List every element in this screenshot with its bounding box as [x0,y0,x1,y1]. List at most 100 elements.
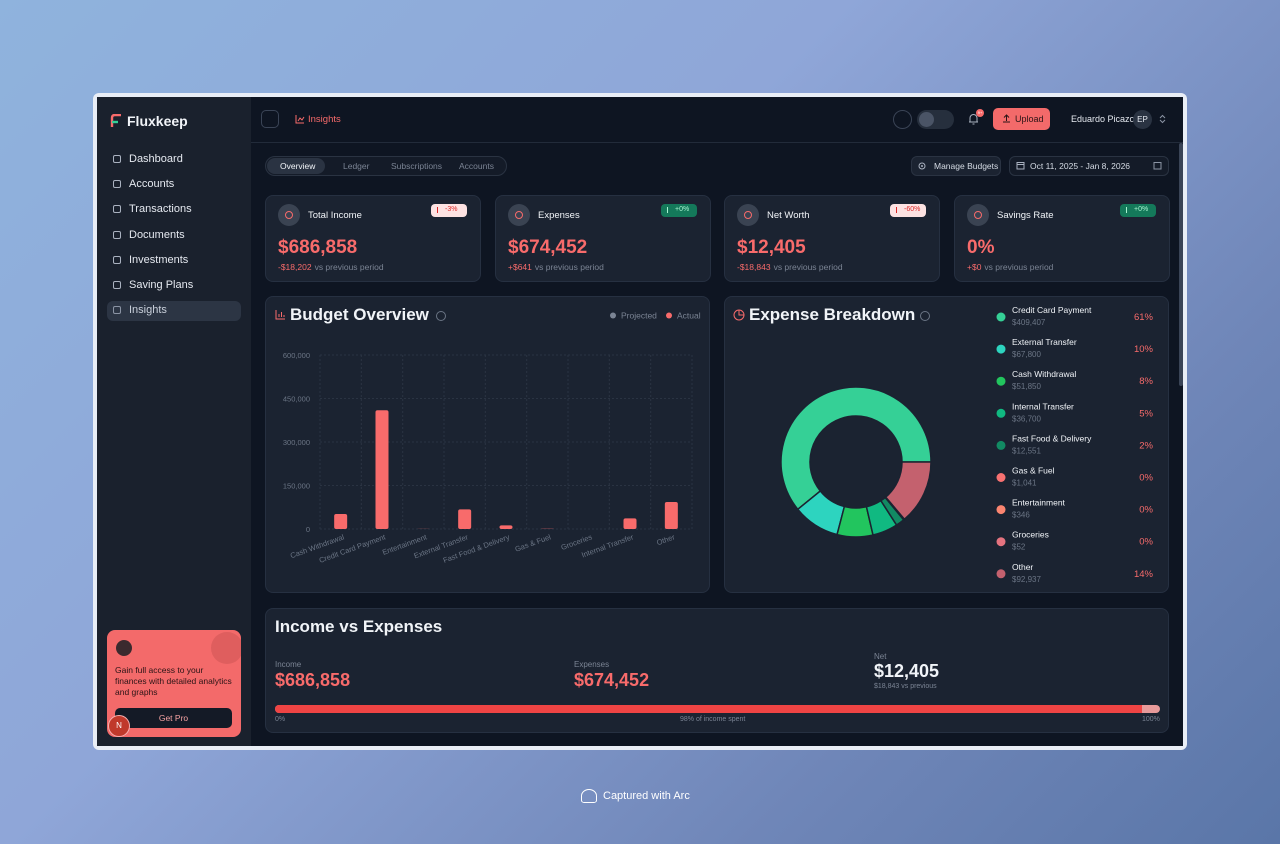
net-note: $18,843 vs previous [874,683,937,690]
donut-slice [884,461,932,521]
date-range-picker[interactable] [1009,156,1169,176]
avatar[interactable]: N [108,715,130,737]
date-range[interactable]: Oct 11, 2025 - Jan 8, 2026 [1030,161,1131,171]
legend-percent: 2% [1139,440,1153,451]
bar [375,410,389,529]
legend-dot [996,440,1006,450]
legend-percent: 10% [1134,344,1154,355]
legend-label: Projected [621,311,657,321]
legend-percent: 5% [1139,408,1153,419]
nav-item[interactable]: Documents [129,228,185,241]
legend-percent: 0% [1139,505,1153,516]
legend-name: Fast Food & Delivery [1012,433,1092,443]
help-icon[interactable] [436,311,446,321]
user-name[interactable]: Eduardo Picazo [1071,114,1135,124]
nav-item[interactable]: Dashboard [129,153,183,165]
kpi-label: Net Worth [767,210,810,221]
progress-max: 100% [1142,716,1160,723]
y-tick-label: 0 [306,525,310,534]
kpi-badge [890,204,926,217]
upload-icon [1003,114,1010,123]
y-tick-label: 300,000 [283,438,310,447]
nav-icon [113,255,121,264]
scrollbar-thumb[interactable] [1179,143,1183,386]
bar [664,502,678,529]
kpi-icon-glyph [974,211,982,219]
manage-budgets-label[interactable]: Manage Budgets [934,161,999,171]
topbar-border [251,142,1183,143]
progress-track [275,705,1160,713]
nav-item[interactable]: Saving Plans [129,279,194,291]
tab[interactable]: Overview [280,161,316,171]
legend-amount: $52 [1012,543,1026,552]
legend-amount: $51,850 [1012,382,1041,391]
legend-percent: 61% [1134,312,1154,323]
user-initials[interactable]: EP [1133,110,1152,129]
expense-title: Expense Breakdown [749,305,916,324]
legend-dot [666,312,672,319]
y-tick-label: 600,000 [283,351,310,360]
kpi-delta: -$18,202 [278,262,312,272]
tab[interactable]: Accounts [459,161,494,171]
promo-card: Gain full access to your finances with d… [107,630,241,737]
expenses-label: Expenses [574,660,610,669]
legend-name: Credit Card Payment [1012,305,1092,315]
nav-item[interactable]: Investments [129,253,189,266]
legend-percent: 8% [1139,376,1153,387]
tab[interactable]: Subscriptions [391,161,443,171]
legend-name: Cash Withdrawal [1012,369,1076,379]
settings-icon [918,162,926,170]
kpi-badge [661,204,697,217]
user-chevron[interactable] [1159,114,1166,124]
budget-icon [275,310,285,320]
net-value: $12,405 [874,661,940,681]
kpi-compare: vs previous period [984,262,1054,272]
arc-logo [581,789,597,803]
calendar-icon [1016,162,1025,170]
nav-icon [113,306,121,315]
legend-percent: 0% [1139,473,1153,484]
kpi-trend-arrow [437,207,442,213]
nav-item[interactable]: Insights [129,304,167,317]
kpi-badge [431,204,467,217]
footer: Captured with Arc [603,790,690,802]
legend-amount: $12,551 [1012,446,1041,455]
income-label: Income [275,660,302,669]
nav-icon [113,180,121,189]
legend-name: Other [1012,562,1033,572]
legend-dot [996,408,1006,418]
upload-label[interactable]: Upload [1015,114,1044,124]
promo-text: Gain full access to your finances with d… [115,665,232,697]
legend-percent: 14% [1134,569,1154,580]
legend-dot [996,312,1006,322]
progress-fill [275,705,1143,713]
promo-icon [116,640,132,656]
sidebar-toggle[interactable] [261,110,279,128]
expense-chart: Credit Card Payment $409,407 61% External T… [780,305,1154,584]
breadcrumb[interactable]: Insights [308,114,341,125]
help-icon[interactable] [920,311,930,321]
nav-item[interactable]: Transactions [129,203,192,216]
net-label: Net [874,652,887,661]
ive-title: Income vs Expenses [275,617,443,636]
calendar-icon [1153,162,1162,170]
upload-button[interactable] [993,108,1050,130]
legend-dot [996,537,1006,547]
legend-amount: $346 [1012,511,1030,520]
kpi-change: +0% [675,206,690,213]
get-pro-button[interactable]: Get Pro [115,708,232,728]
kpi-trend-arrow [667,207,672,213]
donut-slice [780,386,932,511]
legend-amount: $36,700 [1012,414,1041,423]
income-value: $686,858 [275,670,351,690]
palette-button[interactable] [893,110,912,129]
kpi-icon-glyph [515,211,523,219]
tab[interactable]: Ledger [343,161,370,171]
nav-item[interactable]: Accounts [129,178,175,191]
legend-dot [996,344,1006,354]
promo-decoration [211,632,241,664]
manage-budgets-button[interactable] [911,156,1001,176]
bell-icon[interactable] [968,113,979,125]
kpi-value: $12,405 [737,237,806,258]
